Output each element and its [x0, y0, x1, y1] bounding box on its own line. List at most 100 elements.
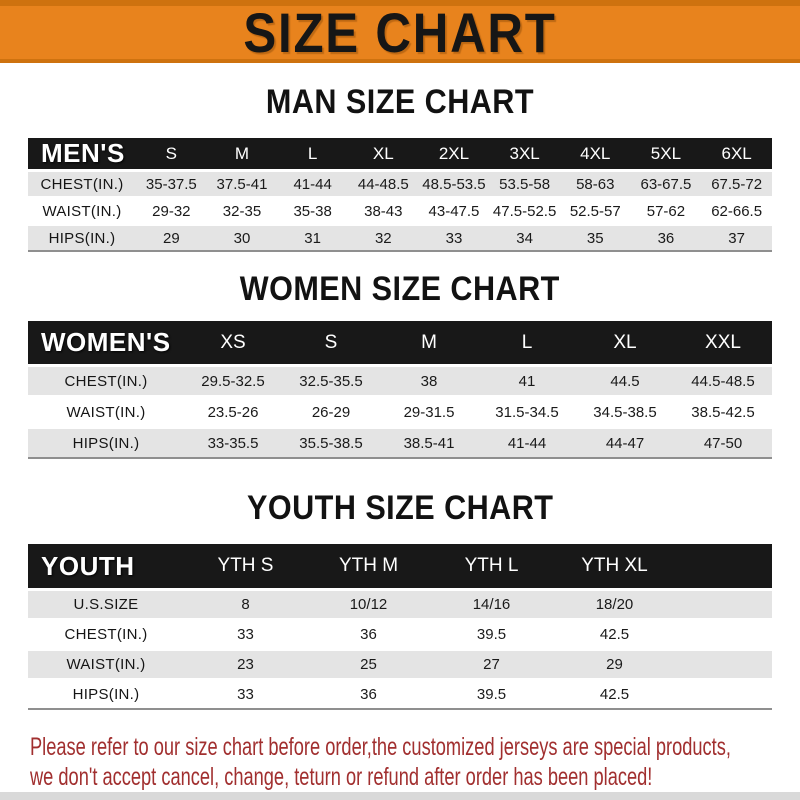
spacer-cell	[676, 544, 772, 588]
size-value-cell: 43-47.5	[418, 196, 490, 223]
men-section-heading-text: MAN SIZE CHART	[265, 83, 535, 121]
size-value-cell: 41-44	[478, 426, 576, 457]
row-label-cell: WAIST(IN.)	[28, 648, 184, 678]
row-label-cell: CHEST(IN.)	[28, 364, 184, 395]
size-column-header: YTH M	[307, 544, 430, 588]
size-value-cell: 62-66.5	[701, 196, 772, 223]
size-value-cell: 10/12	[307, 588, 430, 618]
size-value-cell: 32.5-35.5	[282, 364, 380, 395]
size-value-cell: 30	[206, 223, 278, 250]
size-value-cell: 36	[630, 223, 702, 250]
size-value-cell: 29.5-32.5	[184, 364, 282, 395]
measurement-row: HIPS(IN.) 33 36 39.5 42.5	[28, 678, 772, 708]
size-value-cell: 32	[347, 223, 419, 250]
women-size-table: WOMEN'S XS S M L XL XXL CHEST(IN.) 29.5-32.5 32.…	[28, 321, 772, 459]
youth-size-table: YOUTH YTH S YTH M YTH L YTH XL U.S.SIZE 8 10/1…	[28, 544, 772, 710]
size-value-cell: 47.5-52.5	[489, 196, 560, 223]
banner-title: SIZE CHART	[243, 0, 557, 64]
men-size-table: MEN'S S M L XL 2XL 3XL 4XL 5XL 6XL CHEST(IN.) 35-3…	[28, 138, 772, 252]
row-label-cell: WAIST(IN.)	[28, 196, 136, 223]
size-column-header: XL	[576, 321, 674, 364]
size-value-cell: 41	[478, 364, 576, 395]
row-label-cell: HIPS(IN.)	[28, 678, 184, 708]
size-value-cell: 35-38	[277, 196, 348, 223]
bottom-strip	[0, 792, 800, 800]
size-value-cell: 48.5-53.5	[418, 169, 490, 196]
size-value-cell: 33	[418, 223, 490, 250]
size-value-cell: 38.5-41	[380, 426, 478, 457]
size-value-cell: 35	[559, 223, 631, 250]
footer-line-1: Please refer to our size chart before or…	[30, 733, 731, 761]
size-value-cell: 37.5-41	[206, 169, 278, 196]
size-value-cell: 27	[430, 648, 553, 678]
size-value-cell: 8	[184, 588, 307, 618]
table-corner-label: WOMEN'S	[28, 321, 184, 364]
row-label-cell: U.S.SIZE	[28, 588, 184, 618]
size-value-cell: 29	[553, 648, 676, 678]
size-value-cell: 23.5-26	[184, 395, 282, 426]
measurement-row: HIPS(IN.) 33-35.5 35.5-38.5 38.5-41 41-44 44-…	[28, 426, 772, 457]
row-label-cell: HIPS(IN.)	[28, 223, 136, 250]
size-value-cell: 39.5	[430, 618, 553, 648]
size-value-cell: 39.5	[430, 678, 553, 708]
size-column-header: 3XL	[489, 138, 560, 169]
banner: SIZE CHART	[0, 0, 800, 63]
size-column-header: L	[277, 138, 348, 169]
size-value-cell: 33-35.5	[184, 426, 282, 457]
size-value-cell: 14/16	[430, 588, 553, 618]
size-value-cell: 63-67.5	[630, 169, 702, 196]
measurement-row: WAIST(IN.) 23 25 27 29	[28, 648, 772, 678]
size-value-cell: 38-43	[347, 196, 419, 223]
size-column-header: XS	[184, 321, 282, 364]
size-value-cell: 29	[136, 223, 207, 250]
size-value-cell: 53.5-58	[489, 169, 560, 196]
measurement-row: WAIST(IN.) 23.5-26 26-29 29-31.5 31.5-34.5 34…	[28, 395, 772, 426]
men-section: MAN SIZE CHART MEN'S S M L XL 2XL 3XL 4XL 5XL 6XL…	[0, 83, 800, 252]
size-column-header: XXL	[674, 321, 772, 364]
footer-note: Please refer to our size chart before or…	[0, 732, 800, 792]
size-value-cell: 44-48.5	[347, 169, 419, 196]
footer-line-2: we don't accept cancel, change, teturn o…	[30, 763, 653, 791]
size-column-header: YTH S	[184, 544, 307, 588]
measurement-row: WAIST(IN.) 29-32 32-35 35-38 38-43 43-47.5 47.…	[28, 196, 772, 223]
spacer-cell	[676, 588, 772, 618]
size-column-header: 6XL	[701, 138, 772, 169]
size-value-cell: 29-31.5	[380, 395, 478, 426]
size-column-header: 4XL	[559, 138, 631, 169]
size-value-cell: 33	[184, 618, 307, 648]
size-value-cell: 36	[307, 618, 430, 648]
size-value-cell: 44.5-48.5	[674, 364, 772, 395]
size-column-header: L	[478, 321, 576, 364]
size-value-cell: 42.5	[553, 678, 676, 708]
size-value-cell: 44.5	[576, 364, 674, 395]
youth-table-header-row: YOUTH YTH S YTH M YTH L YTH XL	[28, 544, 772, 588]
size-column-header: 5XL	[630, 138, 702, 169]
size-value-cell: 47-50	[674, 426, 772, 457]
size-column-header: S	[282, 321, 380, 364]
women-section: WOMEN SIZE CHART WOMEN'S XS S M L XL XXL CHEST…	[0, 270, 800, 459]
size-value-cell: 37	[701, 223, 772, 250]
size-value-cell: 23	[184, 648, 307, 678]
women-table-header-row: WOMEN'S XS S M L XL XXL	[28, 321, 772, 364]
size-value-cell: 35.5-38.5	[282, 426, 380, 457]
size-value-cell: 67.5-72	[701, 169, 772, 196]
youth-section-heading: YOUTH SIZE CHART	[0, 489, 800, 527]
spacer-cell	[676, 618, 772, 648]
size-column-header: YTH L	[430, 544, 553, 588]
size-value-cell: 36	[307, 678, 430, 708]
size-value-cell: 42.5	[553, 618, 676, 648]
measurement-row: HIPS(IN.) 29 30 31 32 33 34 35 36 37	[28, 223, 772, 250]
size-column-header: M	[206, 138, 278, 169]
spacer-cell	[676, 648, 772, 678]
size-value-cell: 32-35	[206, 196, 278, 223]
size-value-cell: 31.5-34.5	[478, 395, 576, 426]
size-value-cell: 25	[307, 648, 430, 678]
size-value-cell: 26-29	[282, 395, 380, 426]
measurement-row: CHEST(IN.) 33 36 39.5 42.5	[28, 618, 772, 648]
women-section-heading: WOMEN SIZE CHART	[0, 270, 800, 308]
size-column-header: XL	[347, 138, 419, 169]
size-value-cell: 35-37.5	[136, 169, 207, 196]
measurement-row: CHEST(IN.) 29.5-32.5 32.5-35.5 38 41 44.5 44.5…	[28, 364, 772, 395]
size-column-header: YTH XL	[553, 544, 676, 588]
